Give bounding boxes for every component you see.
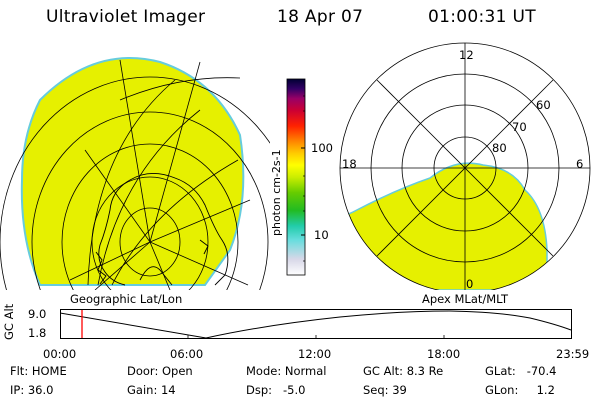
status-gc-alt: GC Alt: 8.3 Re [363, 364, 444, 378]
colorbar-label: photon cm-2s-1 [270, 149, 283, 236]
time-label: 01:00:31 UT [428, 7, 536, 27]
time-tick-1800: 18:00 [427, 347, 461, 361]
geo-grid [0, 59, 270, 290]
status-filter: Flt: HOME [10, 364, 67, 378]
colorbar-tick-10: 10 [314, 228, 329, 242]
status-ip: IP: 36.0 [10, 383, 54, 397]
status-door: Door: Open [127, 364, 193, 378]
mlt-label-18: 18 [342, 157, 357, 171]
time-tick-0600: 06:00 [170, 347, 204, 361]
time-tick-0000: 00:00 [43, 347, 77, 361]
app-title: Ultraviolet Imager [46, 7, 206, 27]
polar-plot [339, 42, 591, 290]
status-glon: GLon: 1.2 [485, 383, 555, 397]
altitude-tick-high: 9.0 [28, 307, 47, 321]
geo-caption: Geographic Lat/Lon [70, 292, 183, 306]
altitude-plot [60, 309, 572, 339]
colorbar-tick-100: 100 [311, 141, 333, 155]
mlt-label-6: 6 [576, 157, 584, 171]
status-dsp: Dsp: -5.0 [246, 383, 306, 397]
status-seq: Seq: 39 [363, 383, 407, 397]
altitude-tick-low: 1.8 [28, 326, 47, 340]
polar-caption: Apex MLat/MLT [422, 292, 509, 306]
time-tick-1200: 12:00 [298, 347, 332, 361]
status-gain: Gain: 14 [127, 383, 176, 397]
status-glat: GLat: -70.4 [485, 364, 557, 378]
polar-grid [339, 42, 591, 290]
geographic-map [0, 57, 270, 290]
altitude-axis-label: GC Alt [2, 303, 16, 340]
date-label: 18 Apr 07 [277, 7, 364, 27]
mlt-label-0: 0 [466, 277, 474, 291]
status-mode: Mode: Normal [246, 364, 327, 378]
mlat-label-60: 60 [536, 98, 551, 112]
coastline [98, 173, 229, 286]
mlt-label-12: 12 [459, 48, 474, 62]
uv-emission-geo [20, 57, 245, 286]
time-tick-2359: 23:59 [556, 347, 590, 361]
mlat-label-70: 70 [512, 120, 527, 134]
altitude-curve [60, 310, 572, 339]
mlat-label-80: 80 [492, 141, 507, 155]
colorbar: photon cm-2s-1 [270, 78, 306, 276]
